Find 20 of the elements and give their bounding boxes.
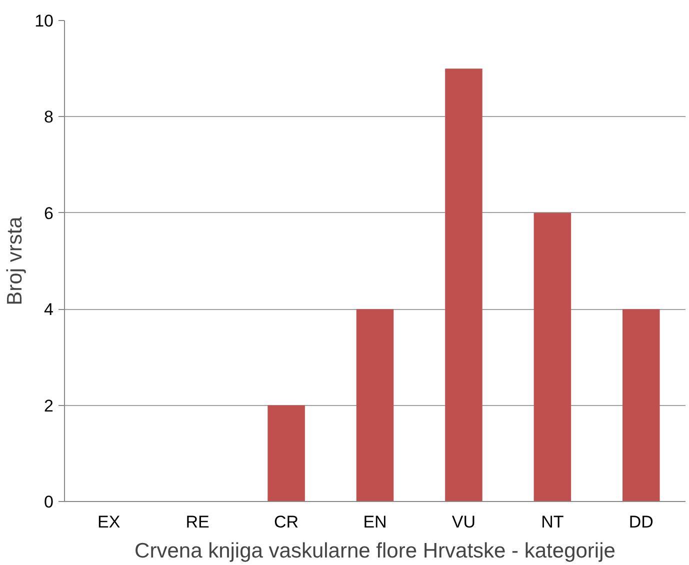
y-tick-label: 4 (44, 300, 54, 320)
bar (534, 212, 572, 502)
y-tick-label: 6 (44, 204, 54, 223)
y-tick-label: 2 (44, 396, 54, 416)
y-axis-title: Broj vrsta (4, 216, 27, 306)
bar (445, 68, 482, 502)
y-tick-label: 8 (44, 108, 54, 127)
bar (622, 309, 660, 502)
x-axis-title: Crvena knjiga vaskularne flore Hrvatske - kategorije (134, 540, 616, 562)
x-tick-label: VU (452, 512, 476, 532)
x-tick-label: EN (363, 512, 387, 532)
x-tick-label: RE (186, 512, 210, 532)
x-tick-label: CR (274, 512, 299, 532)
y-tick-label: 10 (34, 12, 54, 30)
x-tick-label: EX (98, 512, 120, 532)
y-tick-label: 0 (44, 492, 54, 512)
x-tick-label: DD (628, 512, 654, 532)
bar (268, 405, 305, 502)
bar (356, 309, 394, 502)
x-tick-label: NT (541, 512, 564, 532)
